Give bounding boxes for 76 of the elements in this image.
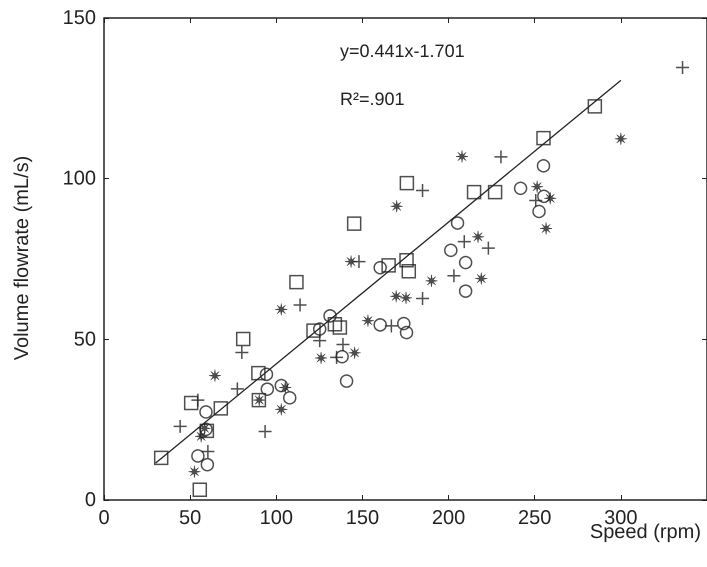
point <box>344 255 358 268</box>
annotation: R²=.901 <box>340 89 405 109</box>
point <box>323 309 337 323</box>
point <box>278 381 292 394</box>
point <box>348 346 361 360</box>
point <box>208 369 222 382</box>
point <box>154 450 168 466</box>
annotation: y=0.441x-1.701 <box>340 41 465 61</box>
point <box>200 458 214 472</box>
point <box>458 256 472 270</box>
x-tick-label: 200 <box>432 507 466 529</box>
point <box>530 180 544 193</box>
point <box>332 320 348 335</box>
x-tick-label: 0 <box>98 507 110 529</box>
point <box>275 403 288 416</box>
point <box>540 222 552 235</box>
point <box>373 260 387 274</box>
point <box>289 274 304 290</box>
x-tick-label: 100 <box>260 507 293 529</box>
point <box>335 350 349 364</box>
point <box>381 258 396 273</box>
point <box>192 482 208 497</box>
point <box>314 352 328 364</box>
point <box>475 272 488 285</box>
point <box>312 322 326 336</box>
point <box>397 316 411 330</box>
point <box>274 378 288 392</box>
y-axis-title: Volume flowrate (mL/s) <box>11 156 33 360</box>
point <box>400 292 412 304</box>
point <box>588 99 602 114</box>
y-tick-label: 150 <box>62 7 96 29</box>
point <box>260 368 274 382</box>
y-tick-label: 50 <box>74 328 96 350</box>
point <box>260 382 274 396</box>
point <box>306 323 321 338</box>
point <box>390 290 402 303</box>
point <box>251 366 266 380</box>
point <box>399 253 414 268</box>
point <box>214 401 228 416</box>
point <box>188 465 201 478</box>
point <box>444 244 458 258</box>
point <box>282 391 296 405</box>
point <box>514 182 528 196</box>
x-tick-label: 150 <box>346 507 380 529</box>
point <box>194 430 208 443</box>
point <box>199 405 213 419</box>
point <box>184 396 198 410</box>
point <box>373 318 387 332</box>
x-tick-label: 50 <box>179 507 202 529</box>
point <box>402 264 416 278</box>
point <box>450 216 464 230</box>
point <box>532 204 546 218</box>
point <box>466 184 482 200</box>
y-tick-label: 0 <box>84 489 96 511</box>
y-tick-label: 100 <box>62 168 96 190</box>
point <box>472 230 484 244</box>
point <box>456 150 468 163</box>
point <box>536 159 550 173</box>
point <box>614 132 628 146</box>
point <box>191 449 205 463</box>
point <box>340 374 354 388</box>
point <box>400 326 414 340</box>
point <box>346 216 362 231</box>
point <box>275 303 288 316</box>
point <box>488 184 502 200</box>
point <box>400 176 414 190</box>
point <box>458 284 472 298</box>
point <box>328 316 342 332</box>
x-tick-label: 250 <box>518 507 552 529</box>
point <box>536 130 551 146</box>
point <box>390 200 403 213</box>
point <box>544 192 556 205</box>
point <box>362 314 374 327</box>
point <box>537 190 551 204</box>
point <box>425 274 438 288</box>
point <box>236 332 250 346</box>
